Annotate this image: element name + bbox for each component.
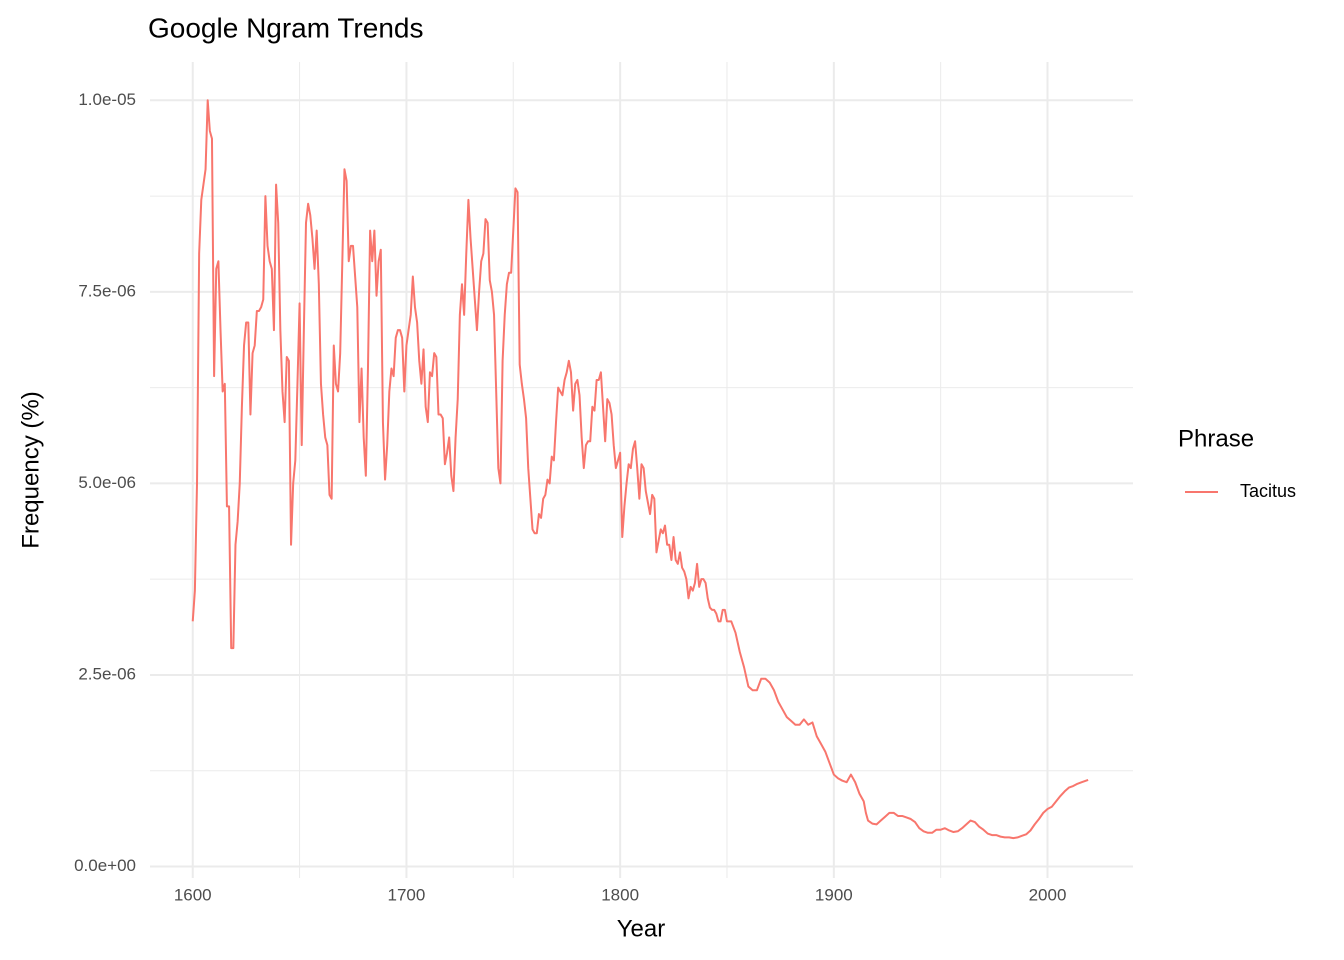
x-tick-label: 1800 <box>601 885 639 904</box>
y-tick-label: 1.0e-05 <box>78 90 136 109</box>
data-line <box>191 99 1089 840</box>
x-tick-label: 1700 <box>388 885 426 904</box>
y-tick-label: 0.0e+00 <box>74 856 136 875</box>
y-tick-label: 2.5e-06 <box>78 664 136 683</box>
x-tick-label: 2000 <box>1029 885 1067 904</box>
x-axis-label: Year <box>617 915 666 942</box>
x-tick-label: 1900 <box>815 885 853 904</box>
y-tick-label: 7.5e-06 <box>78 281 136 300</box>
y-axis-label: Frequency (%) <box>17 391 44 548</box>
legend-label: Tacitus <box>1240 481 1296 501</box>
chart-title: Google Ngram Trends <box>148 12 423 43</box>
x-tick-label: 1600 <box>174 885 212 904</box>
y-tick-label: 5.0e-06 <box>78 473 136 492</box>
legend-title: Phrase <box>1178 425 1254 452</box>
